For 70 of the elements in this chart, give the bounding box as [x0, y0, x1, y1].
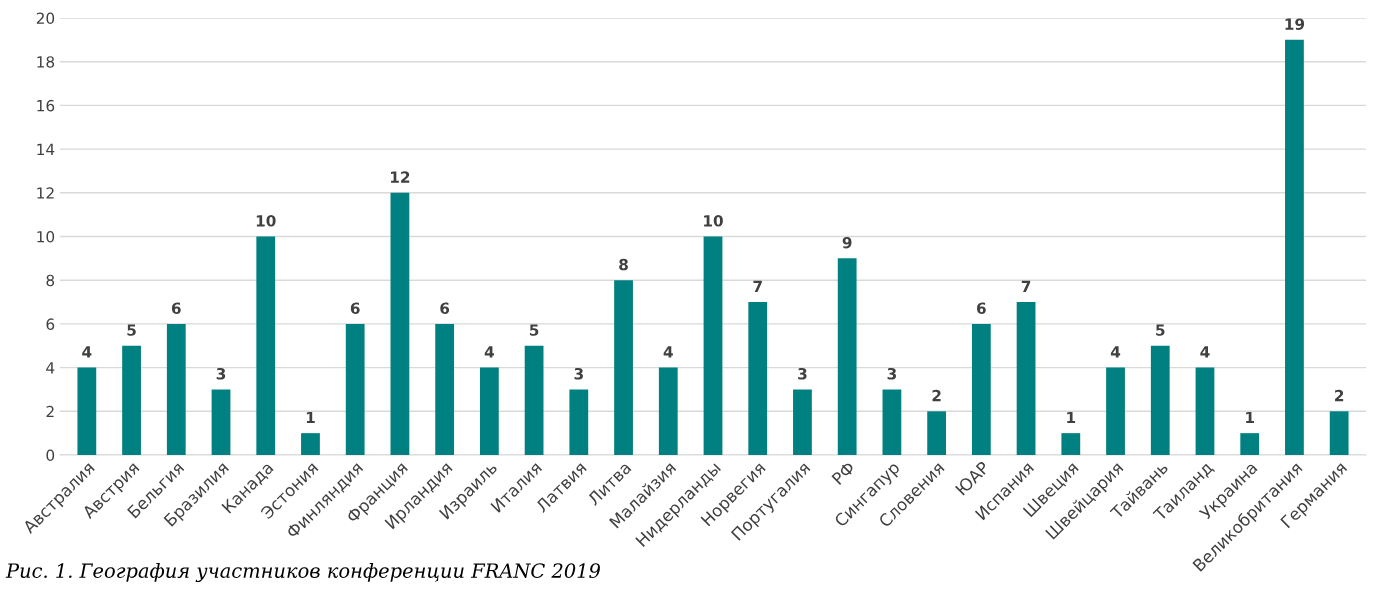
data-label: 2 — [932, 389, 941, 402]
data-label: 5 — [529, 324, 539, 336]
y-tick-label: 8 — [46, 274, 55, 287]
bar — [1150, 345, 1170, 455]
bar — [882, 389, 902, 455]
y-tick-label: 10 — [37, 230, 55, 243]
bar — [435, 323, 455, 455]
data-label: 19 — [1285, 18, 1305, 30]
bar — [122, 345, 141, 455]
bar — [569, 389, 589, 455]
bar — [837, 258, 857, 455]
data-label: 3 — [574, 367, 583, 380]
bar — [301, 433, 320, 455]
data-label: 8 — [619, 258, 628, 271]
bar — [748, 302, 768, 455]
bar — [927, 411, 947, 455]
data-label: 3 — [887, 367, 896, 380]
bar — [211, 389, 231, 455]
bar — [1061, 433, 1081, 455]
y-tick-label: 20 — [36, 12, 55, 25]
y-tick-label: 14 — [37, 143, 55, 155]
bar — [1195, 367, 1215, 455]
data-label: 9 — [842, 236, 852, 249]
y-tick-label: 18 — [37, 56, 55, 68]
data-label: 1 — [1067, 411, 1076, 424]
data-label: 4 — [484, 346, 494, 358]
bar — [256, 236, 276, 455]
data-label: 5 — [1156, 324, 1165, 336]
data-label: 3 — [216, 367, 226, 380]
y-tick-label: 6 — [46, 318, 55, 330]
bar — [793, 389, 812, 455]
bar — [703, 236, 723, 455]
y-tick-label: 16 — [37, 99, 55, 112]
bar — [345, 323, 365, 455]
y-tick-label: 0 — [46, 449, 55, 462]
bar — [166, 323, 186, 455]
data-label: 2 — [1335, 389, 1344, 402]
data-label: 4 — [663, 346, 673, 358]
bar — [479, 367, 499, 455]
data-label: 4 — [1110, 346, 1121, 358]
bar — [1285, 39, 1304, 455]
y-tick-label: 4 — [46, 362, 55, 374]
data-label: 10 — [704, 215, 723, 227]
bar — [77, 367, 97, 455]
data-label: 6 — [350, 302, 360, 314]
data-label: 1 — [1246, 411, 1254, 424]
data-label: 6 — [171, 302, 181, 314]
bar — [658, 367, 678, 455]
data-label: 6 — [440, 302, 450, 314]
data-label: 10 — [256, 215, 276, 227]
data-label: 1 — [306, 411, 315, 424]
data-label: 4 — [1200, 346, 1210, 358]
y-tick-label: 12 — [37, 187, 54, 199]
data-label: 5 — [127, 324, 136, 336]
bar — [524, 345, 544, 455]
data-label: 7 — [1021, 280, 1031, 292]
data-label: 4 — [82, 346, 92, 358]
bar — [1016, 302, 1036, 455]
bar — [971, 323, 991, 455]
bar — [1106, 367, 1125, 455]
y-tick-label: 2 — [46, 405, 54, 418]
bar — [390, 192, 410, 455]
text: Рис. 1. География участников конференции FRANC 2019 — [5, 562, 600, 582]
bar — [1329, 411, 1349, 455]
bar — [1240, 433, 1260, 455]
data-label: 3 — [798, 367, 807, 380]
data-label: 12 — [391, 171, 410, 183]
data-label: 7 — [753, 280, 762, 292]
bar — [614, 280, 633, 455]
data-label: 6 — [976, 302, 986, 314]
